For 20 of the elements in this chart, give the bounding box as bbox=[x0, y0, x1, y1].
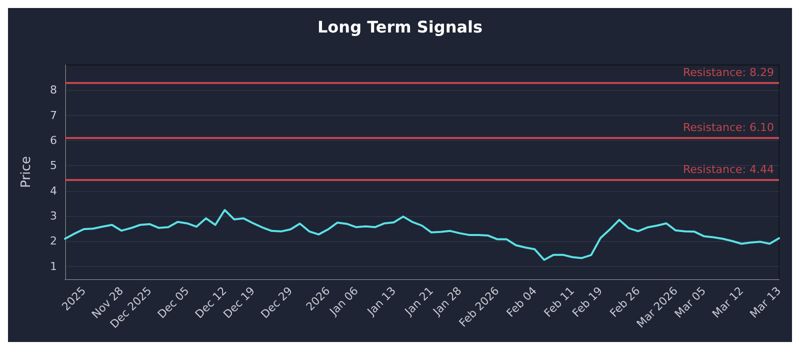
y-tick-label: 8 bbox=[50, 84, 57, 97]
ref-line-label: Resistance: 4.44 bbox=[683, 162, 774, 176]
x-tick-label: Dec 05 bbox=[155, 284, 192, 321]
y-tick-label: 7 bbox=[50, 108, 57, 122]
y-tick-label: 4 bbox=[50, 184, 57, 198]
x-tick-label: Dec 29 bbox=[258, 284, 296, 321]
x-tick-label: Mar 13 bbox=[747, 284, 784, 321]
x-tick-label: Mar 12 bbox=[710, 284, 746, 321]
ref-line-label: Resistance: 6.10 bbox=[683, 121, 774, 134]
y-tick-label: 3 bbox=[50, 210, 57, 223]
chart-title: Long Term Signals bbox=[317, 18, 483, 36]
x-tick-label: Feb 04 bbox=[504, 284, 540, 320]
y-tick-label: 2 bbox=[50, 234, 57, 248]
y-tick-label: 5 bbox=[50, 159, 57, 172]
y-tick-label: 1 bbox=[50, 260, 57, 273]
y-axis-title: Price bbox=[19, 156, 34, 188]
ref-line-label: Resistance: 8.29 bbox=[683, 66, 774, 79]
y-tick-label: 6 bbox=[50, 134, 57, 148]
x-tick-label: Jan 13 bbox=[364, 284, 398, 319]
line-series bbox=[64, 209, 780, 261]
